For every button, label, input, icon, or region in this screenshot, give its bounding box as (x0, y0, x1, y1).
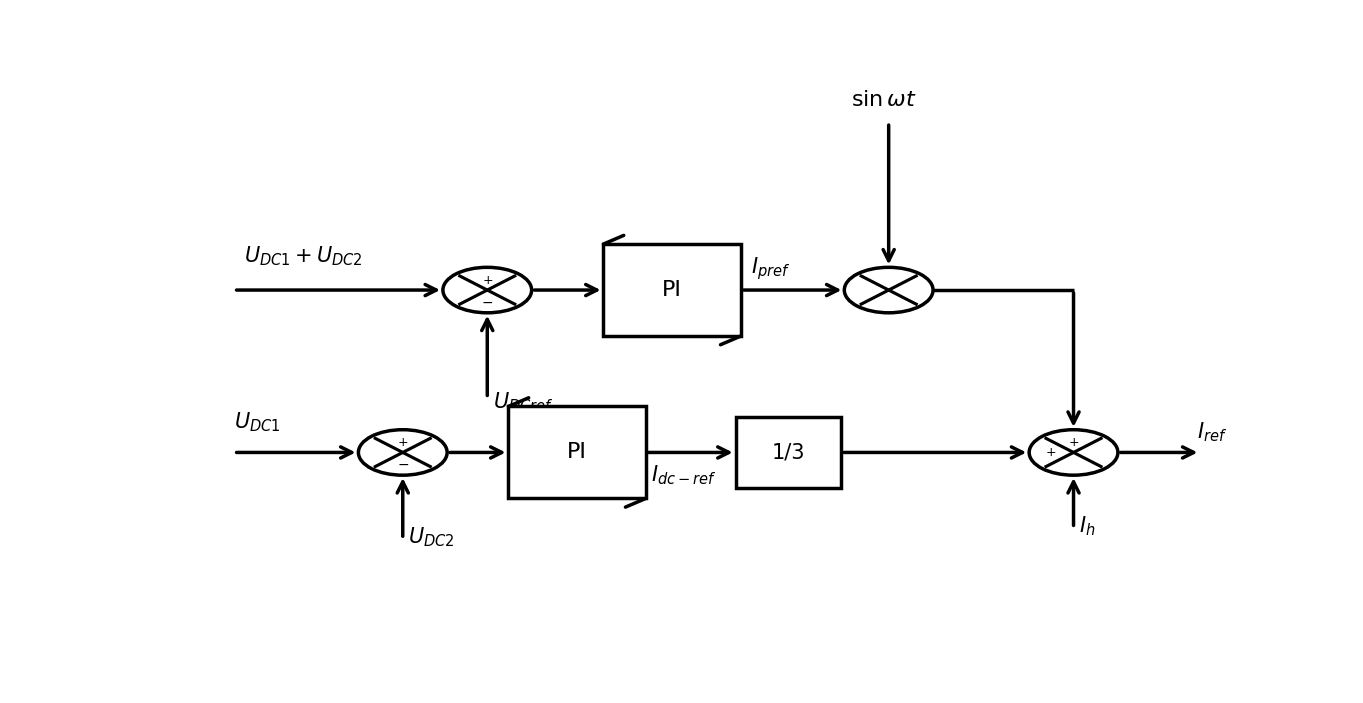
Text: $I_{dc-ref}$: $I_{dc-ref}$ (652, 463, 717, 487)
Text: $U_{DCref}$: $U_{DCref}$ (492, 390, 553, 414)
Bar (604, 244, 741, 336)
Bar (508, 406, 646, 498)
Text: $I_{pref}$: $I_{pref}$ (751, 255, 791, 282)
Text: $\sin \omega t$: $\sin \omega t$ (851, 89, 916, 112)
Text: $+$: $+$ (481, 274, 493, 287)
Text: $I_{ref}$: $I_{ref}$ (1197, 420, 1227, 444)
Bar (736, 418, 841, 488)
Text: $+$: $+$ (1067, 437, 1079, 449)
Text: $U_{DC2}$: $U_{DC2}$ (408, 526, 455, 549)
Text: $I_{h}$: $I_{h}$ (1079, 515, 1096, 538)
Text: $+$: $+$ (1045, 446, 1056, 459)
Text: 1/3: 1/3 (771, 442, 806, 463)
Text: $+$: $+$ (397, 437, 409, 449)
Text: $U_{DC1}+U_{DC2}$: $U_{DC1}+U_{DC2}$ (244, 245, 363, 269)
Text: PI: PI (662, 280, 682, 300)
Text: $-$: $-$ (481, 295, 493, 309)
Text: $-$: $-$ (397, 457, 409, 471)
Text: $U_{DC1}$: $U_{DC1}$ (234, 410, 281, 434)
Text: PI: PI (567, 442, 587, 463)
